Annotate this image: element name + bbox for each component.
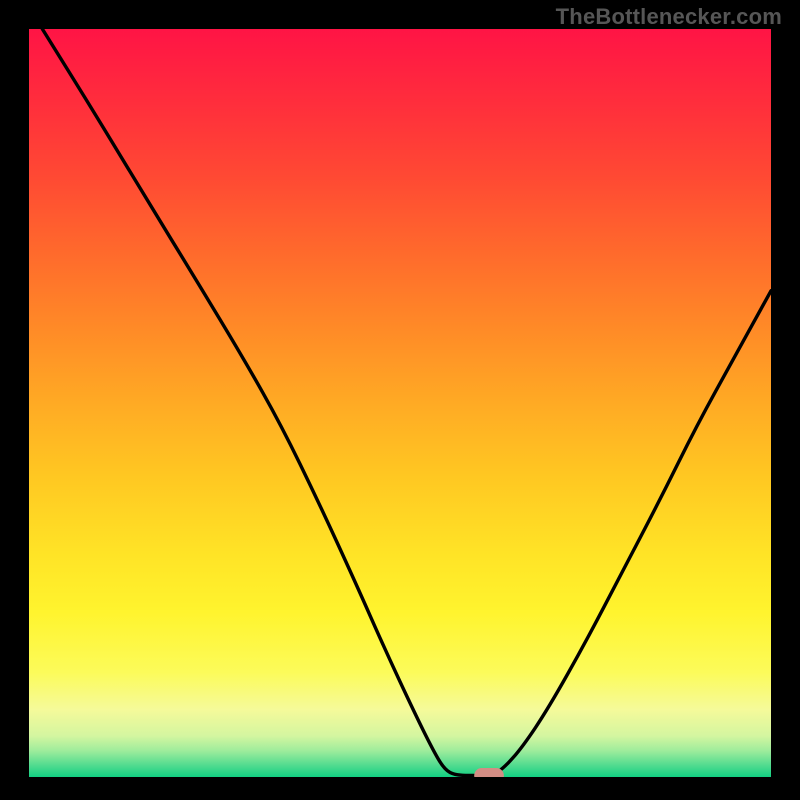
- bottleneck-curve-chart: [29, 29, 771, 777]
- gradient-background: [29, 29, 771, 777]
- min-marker: [474, 768, 504, 777]
- plot-area: [29, 29, 771, 777]
- chart-frame: TheBottlenecker.com: [0, 0, 800, 800]
- watermark-text: TheBottlenecker.com: [556, 4, 782, 30]
